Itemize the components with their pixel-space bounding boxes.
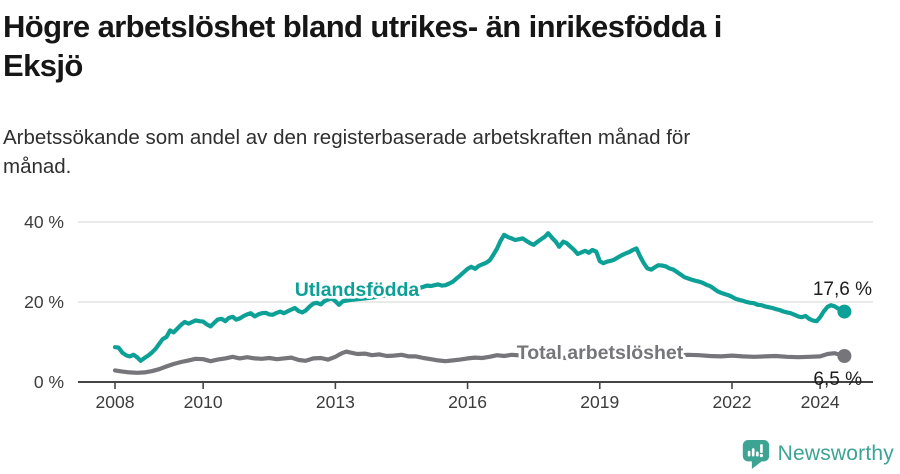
- end-marker-total: [837, 349, 852, 363]
- y-axis-tick-label: 40 %: [24, 212, 64, 232]
- series-label-total-arbetsloshet: Total arbetslöshet: [517, 342, 684, 364]
- x-axis-tick-label: 2024: [801, 392, 840, 412]
- plot-area: 0 % 20 % 40 % 2008 2010 2013 2016 2019 2022 2024: [24, 212, 873, 412]
- latest-value-label-total: 6,5 %: [813, 369, 862, 390]
- series-line-utlandsfodda: [112, 231, 847, 363]
- end-marker-utlandsfodda: [837, 304, 852, 319]
- newsworthy-logo-text: Newsworthy: [777, 442, 894, 465]
- x-axis-tick-label: 2016: [448, 392, 487, 412]
- x-axis-tick-label: 2010: [184, 392, 223, 412]
- y-axis-tick-label: 20 %: [24, 292, 64, 312]
- chart-title-line-1: Högre arbetslöshet bland utrikes- än inr…: [3, 9, 722, 44]
- x-axis-tick-label: 2008: [96, 392, 135, 412]
- logo-barchart-glyph: [747, 444, 763, 458]
- chart-title: Högre arbetslöshet bland utrikes- än inr…: [3, 7, 888, 85]
- latest-value-label-utlandsfodda: 17,6 %: [813, 279, 872, 300]
- chart-subtitle: Arbetssökande som andel av den registerb…: [3, 123, 888, 181]
- chart-title-line-2: Eksjö: [3, 48, 83, 83]
- x-axis-tick-label: 2013: [316, 392, 355, 412]
- series-line-total: [112, 349, 847, 375]
- series-label-utlandsfodda: Utlandsfödda: [295, 279, 420, 301]
- y-axis-tick-label: 0 %: [34, 372, 64, 392]
- x-axis-tick-label: 2022: [713, 392, 752, 412]
- chart-subtitle-line-2: månad.: [3, 155, 72, 178]
- chart-subtitle-line-1: Arbetssökande som andel av den registerb…: [3, 126, 691, 149]
- x-axis-tick-label: 2019: [580, 392, 619, 412]
- newsworthy-logo-icon: [742, 440, 769, 469]
- newsworthy-attribution-link[interactable]: Newsworthy: [742, 439, 894, 469]
